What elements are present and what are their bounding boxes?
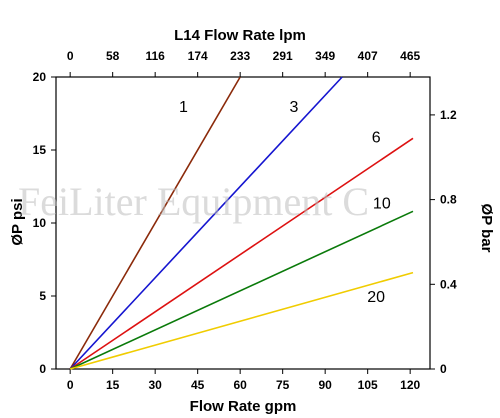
series-label-3: 3: [290, 99, 299, 116]
top-tick-label: 233: [230, 49, 250, 63]
left-tick-label: 0: [39, 362, 46, 376]
right-tick-label: 0: [440, 362, 447, 376]
bottom-tick-label: 105: [358, 378, 378, 392]
top-tick-label: 291: [273, 49, 293, 63]
series-lines: [69, 76, 414, 370]
series-line-6: [69, 137, 414, 370]
top-tick-label: 58: [106, 49, 120, 63]
left-axis-ticks: 0 5 10 15 20: [33, 70, 56, 376]
right-axis-title: ØP bar: [478, 204, 495, 253]
left-axis-title: ØP psi: [9, 198, 26, 245]
series-line-20: [69, 271, 414, 370]
bottom-tick-label: 120: [400, 378, 420, 392]
left-tick-label: 20: [33, 70, 47, 84]
series-line-10: [69, 210, 414, 370]
series-label-1: 1: [179, 99, 188, 116]
top-axis-title: L14 Flow Rate lpm: [174, 27, 306, 44]
top-tick-label: 0: [67, 49, 74, 63]
bottom-tick-label: 30: [148, 378, 162, 392]
series-label-10: 10: [373, 195, 391, 212]
bottom-tick-label: 0: [67, 378, 74, 392]
left-tick-label: 15: [33, 143, 47, 157]
right-tick-label: 1.2: [440, 108, 457, 122]
right-axis-ticks: 0 0.4 0.8 1.2: [430, 108, 457, 376]
left-tick-label: 5: [39, 289, 46, 303]
bottom-tick-label: 75: [276, 378, 290, 392]
right-tick-label: 0.8: [440, 193, 457, 207]
bottom-axis-title: Flow Rate gpm: [190, 398, 297, 415]
left-tick-label: 10: [33, 216, 47, 230]
top-axis-ticks: 0 58 116 174 233 291 349 407 465: [67, 49, 420, 77]
series-label-20: 20: [367, 289, 385, 306]
top-tick-label: 116: [145, 49, 165, 63]
top-tick-label: 349: [315, 49, 335, 63]
top-tick-label: 465: [400, 49, 420, 63]
watermark-text: FeiLiter Equipment C: [18, 179, 369, 224]
bottom-tick-label: 90: [318, 378, 332, 392]
top-tick-label: 407: [358, 49, 378, 63]
series-line-1: [69, 76, 241, 370]
bottom-tick-label: 60: [233, 378, 247, 392]
series-label-6: 6: [372, 130, 381, 147]
right-tick-label: 0.4: [440, 277, 457, 291]
top-tick-label: 174: [188, 49, 208, 63]
series-labels: 1 3 6 10 20: [179, 99, 391, 306]
bottom-tick-label: 15: [106, 378, 120, 392]
bottom-tick-label: 45: [191, 378, 205, 392]
series-line-3: [69, 76, 343, 370]
bottom-axis-ticks: 0 15 30 45 60 75 90 105 120: [67, 369, 420, 392]
